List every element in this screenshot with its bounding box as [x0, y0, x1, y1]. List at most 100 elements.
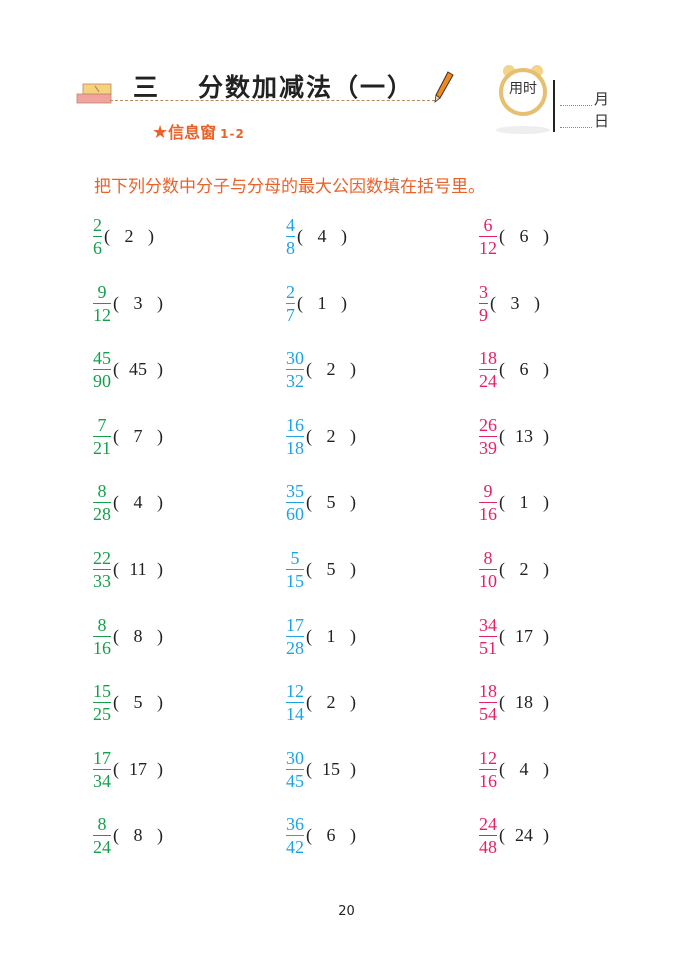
- fraction-bar: [286, 435, 304, 437]
- exercise-item: 18 24(6): [479, 348, 549, 391]
- denominator: 12: [93, 304, 111, 325]
- exercise-item: 8 10(2): [479, 548, 549, 591]
- answer-parentheses: (5): [113, 692, 163, 713]
- answer-parentheses: (3): [490, 292, 540, 313]
- answer-field[interactable]: 11: [129, 559, 147, 579]
- answer-field[interactable]: 2: [326, 425, 336, 446]
- answer-field[interactable]: 1: [317, 292, 327, 313]
- fraction-bar: [93, 435, 111, 437]
- fraction-bar: [479, 502, 497, 504]
- month-field[interactable]: [560, 105, 592, 106]
- fraction: 9 12: [93, 282, 111, 325]
- answer-field[interactable]: 3: [133, 292, 143, 313]
- exercise-item: 8 16(8): [93, 615, 163, 658]
- exercise-item: 8 24(8): [93, 814, 163, 857]
- numerator: 17: [286, 614, 304, 635]
- answer-field[interactable]: 17: [515, 625, 533, 646]
- exercise-item: 8 28(4): [93, 481, 163, 524]
- numerator: 8: [483, 548, 493, 568]
- answer-parentheses: (4): [499, 758, 549, 779]
- answer-parentheses: (4): [297, 226, 347, 246]
- answer-field[interactable]: 8: [133, 625, 143, 646]
- answer-field[interactable]: 17: [129, 758, 147, 779]
- answer-field[interactable]: 4: [317, 226, 327, 246]
- numerator: 22: [93, 548, 111, 568]
- title-divider: [110, 100, 435, 101]
- denominator: 6: [93, 238, 102, 258]
- books-icon: [76, 83, 112, 104]
- answer-field[interactable]: 13: [515, 425, 533, 446]
- answer-field[interactable]: 7: [133, 425, 143, 446]
- numerator: 26: [479, 414, 497, 435]
- exercise-item: 22 33(11): [93, 548, 163, 591]
- answer-field[interactable]: 6: [326, 825, 336, 846]
- day-field[interactable]: [560, 127, 592, 128]
- answer-field[interactable]: 6: [519, 359, 529, 380]
- fraction: 12 16: [479, 748, 497, 791]
- fraction-bar: [286, 236, 295, 237]
- answer-parentheses: (17): [113, 758, 163, 779]
- answer-parentheses: (8): [113, 625, 163, 646]
- numerator: 6: [483, 215, 493, 235]
- answer-field[interactable]: 24: [515, 825, 533, 846]
- denominator: 24: [93, 837, 111, 858]
- alarm-clock-icon: [499, 65, 547, 116]
- fraction: 7 21: [93, 415, 111, 458]
- exercise-item: 15 25(5): [93, 681, 163, 724]
- answer-field[interactable]: 15: [322, 758, 340, 779]
- numerator: 8: [97, 614, 107, 635]
- chapter-title: 三分数加减法（一）: [133, 73, 415, 102]
- page-number: 20: [338, 904, 355, 919]
- exercise-item: 30 32(2): [286, 348, 356, 391]
- answer-field[interactable]: 8: [133, 825, 143, 846]
- denominator: 42: [286, 837, 304, 858]
- answer-field[interactable]: 18: [515, 692, 533, 713]
- fraction: 45 90: [93, 348, 111, 391]
- numerator: 3: [479, 281, 488, 302]
- fraction: 35 60: [286, 481, 304, 524]
- answer-field[interactable]: 2: [326, 359, 336, 380]
- answer-field[interactable]: 2: [326, 692, 336, 713]
- answer-parentheses: (45): [113, 359, 163, 380]
- denominator: 48: [479, 837, 497, 858]
- numerator: 12: [479, 747, 497, 768]
- answer-field[interactable]: 5: [133, 692, 143, 713]
- fraction: 8 24: [93, 814, 111, 857]
- answer-field[interactable]: 3: [510, 292, 520, 313]
- numerator: 8: [97, 481, 107, 502]
- answer-parentheses: (5): [306, 559, 356, 579]
- denominator: 16: [479, 770, 497, 791]
- answer-field[interactable]: 2: [124, 226, 134, 246]
- answer-parentheses: (5): [306, 492, 356, 513]
- denominator: 34: [93, 770, 111, 791]
- numerator: 18: [479, 348, 497, 369]
- answer-field[interactable]: 6: [519, 226, 529, 246]
- fraction-bar: [93, 302, 111, 304]
- answer-field[interactable]: 5: [326, 492, 336, 513]
- denominator: 54: [479, 704, 497, 725]
- fraction: 6 12: [479, 215, 497, 258]
- answer-field[interactable]: 1: [519, 492, 529, 513]
- day-label: 日: [594, 112, 610, 130]
- fraction-bar: [286, 702, 304, 704]
- fraction: 34 51: [479, 615, 497, 658]
- exercise-item: 12 16(4): [479, 748, 549, 791]
- answer-parentheses: (17): [499, 625, 549, 646]
- answer-field[interactable]: 2: [519, 559, 529, 579]
- answer-field[interactable]: 1: [326, 625, 336, 646]
- numerator: 45: [93, 348, 111, 369]
- denominator: 28: [286, 637, 304, 658]
- answer-parentheses: (11): [113, 559, 163, 579]
- answer-parentheses: (2): [306, 359, 356, 380]
- info-window-label: ★信息窗 1-2: [152, 122, 245, 143]
- answer-field[interactable]: 45: [129, 359, 147, 380]
- denominator: 51: [479, 637, 497, 658]
- denominator: 33: [93, 571, 111, 591]
- answer-field[interactable]: 5: [326, 559, 336, 579]
- answer-field[interactable]: 4: [519, 758, 529, 779]
- fraction-bar: [479, 435, 497, 437]
- fraction-bar: [286, 835, 304, 837]
- fraction: 9 16: [479, 481, 497, 524]
- answer-field[interactable]: 4: [133, 492, 143, 513]
- fraction-bar: [286, 635, 304, 637]
